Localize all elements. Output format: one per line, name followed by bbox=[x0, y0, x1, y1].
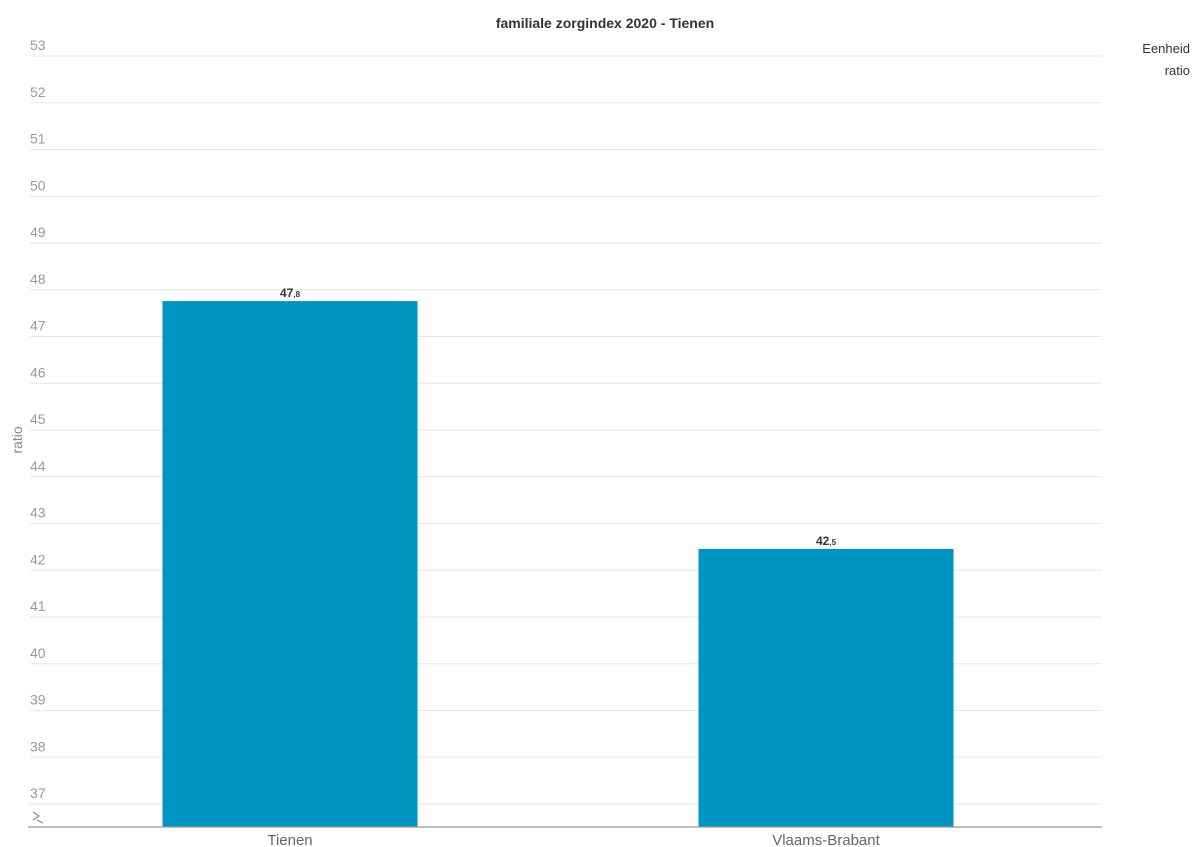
bar bbox=[698, 548, 954, 827]
data-label-integer: 47 bbox=[280, 286, 294, 300]
y-tick-label: 39 bbox=[30, 692, 46, 708]
y-tick-label: 48 bbox=[30, 271, 46, 287]
bar bbox=[162, 301, 418, 828]
data-labels: 47,8 42,5 bbox=[280, 286, 837, 548]
y-tick-label: 40 bbox=[30, 645, 46, 661]
data-label-decimal: ,8 bbox=[293, 290, 300, 299]
unit-panel: Eenheid ratio bbox=[1142, 38, 1190, 82]
axis-break-icon bbox=[32, 811, 44, 824]
y-tick-label: 53 bbox=[30, 37, 46, 53]
y-tick-label: 38 bbox=[30, 738, 46, 754]
data-label-integer: 42 bbox=[816, 534, 830, 548]
y-tick-label: 45 bbox=[30, 411, 46, 427]
chart-title: familiale zorgindex 2020 - Tienen bbox=[496, 15, 714, 31]
unit-value: ratio bbox=[1164, 63, 1190, 78]
y-tick-label: 43 bbox=[30, 505, 46, 521]
x-category-label: Vlaams-Brabant bbox=[772, 832, 880, 847]
axes bbox=[28, 811, 1102, 828]
y-tick-label: 51 bbox=[30, 131, 46, 147]
y-tick-label: 42 bbox=[30, 551, 46, 567]
y-tick-label: 41 bbox=[30, 598, 46, 614]
bars bbox=[162, 301, 954, 828]
y-tick-label: 37 bbox=[30, 785, 46, 801]
x-axis-categories: Tienen Vlaams-Brabant bbox=[267, 832, 880, 847]
y-tick-label: 49 bbox=[30, 224, 46, 240]
y-axis-label: ratio bbox=[9, 426, 25, 453]
x-category-label: Tienen bbox=[267, 832, 312, 847]
unit-label: Eenheid bbox=[1142, 41, 1190, 56]
y-tick-label: 46 bbox=[30, 364, 46, 380]
y-tick-label: 47 bbox=[30, 318, 46, 334]
data-label-decimal: ,5 bbox=[829, 538, 836, 547]
y-tick-label: 50 bbox=[30, 177, 46, 193]
data-label: 42,5 bbox=[816, 534, 837, 548]
data-label: 47,8 bbox=[280, 286, 301, 300]
y-axis-ticks: 37 38 39 40 41 42 43 44 45 46 47 48 49 50 51 52 53 bbox=[30, 37, 46, 801]
y-tick-label: 44 bbox=[30, 458, 46, 474]
y-tick-label: 52 bbox=[30, 84, 46, 100]
